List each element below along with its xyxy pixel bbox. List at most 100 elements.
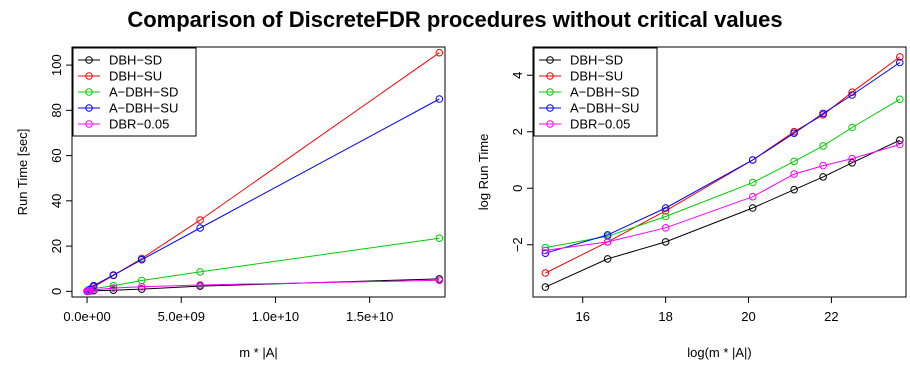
x-tick-label: 16	[575, 309, 589, 324]
data-point	[109, 271, 118, 279]
legend-marker	[85, 88, 93, 96]
y-tick-label: 100	[49, 54, 64, 76]
y-axis-label: Run Time [sec]	[15, 129, 30, 216]
series-1	[83, 275, 444, 296]
legend-label: DBH−SU	[109, 69, 162, 84]
legend-marker	[85, 104, 93, 112]
x-tick-label: 5.0e+09	[158, 309, 205, 324]
legend-label: A−DBH−SD	[109, 85, 178, 100]
data-point	[541, 283, 550, 291]
legend-entry: DBH−SU	[539, 69, 623, 84]
legend-label: DBH−SU	[570, 69, 623, 84]
series-5	[83, 276, 444, 295]
series-line	[545, 56, 901, 274]
data-point	[790, 129, 798, 137]
data-point	[109, 281, 118, 290]
y-tick-label: 60	[49, 148, 64, 162]
chart-panel-1: 0.0e+00 5.0e+09 1.0e+10 1.5e+10 0 20 40 60 80 100…	[15, 46, 446, 360]
data-point	[848, 123, 856, 132]
legend-entry: DBH−SD	[539, 53, 623, 68]
data-point	[790, 157, 798, 166]
x-tick-label: 1.0e+10	[252, 309, 299, 324]
data-point	[89, 286, 98, 294]
data-point	[86, 286, 94, 295]
x-axis-label: m * |A|	[239, 345, 278, 360]
data-point	[819, 161, 827, 170]
y-tick-label: 2	[510, 128, 525, 135]
data-point	[848, 154, 856, 163]
data-point	[196, 281, 204, 289]
data-point	[848, 91, 856, 99]
data-point	[790, 170, 798, 178]
legend-label: A−DBH−SU	[570, 101, 639, 116]
series-line	[545, 62, 901, 254]
data-point	[896, 140, 904, 149]
legend-marker	[546, 72, 554, 80]
data-point	[109, 284, 118, 292]
data-point	[435, 95, 444, 103]
data-point	[196, 216, 204, 224]
x-axis-label: log(m * |A|)	[687, 345, 752, 360]
data-point	[661, 224, 670, 232]
legend-label: DBR−0.05	[570, 117, 630, 132]
data-point	[748, 178, 757, 187]
data-point	[137, 255, 146, 264]
series-line	[86, 279, 440, 292]
data-point	[748, 204, 757, 212]
legend-marker	[85, 120, 93, 128]
data-point	[896, 58, 904, 67]
legend-label: A−DBH−SD	[570, 85, 639, 100]
legend-label: DBR−0.05	[109, 117, 169, 132]
series-3	[83, 234, 444, 295]
y-tick-label: −2	[510, 237, 525, 252]
chart-panel-2: 16 18 20 22 −2 0 2 4 log(m * |A|) log Run Time DBH…	[476, 46, 907, 360]
legend-entry: DBR−0.05	[78, 117, 169, 132]
legend-marker	[546, 104, 554, 112]
legend-entry: A−DBH−SU	[78, 101, 178, 116]
plot-frame	[532, 46, 907, 298]
data-point	[661, 238, 670, 246]
data-point	[896, 136, 904, 144]
data-point	[896, 53, 904, 61]
series-line	[545, 139, 901, 288]
data-point	[541, 243, 550, 252]
data-point	[748, 156, 757, 164]
series-3	[541, 95, 904, 252]
x-tick-label: 1.5e+10	[346, 309, 393, 324]
y-tick-label: 4	[510, 72, 525, 79]
series-5	[541, 140, 904, 255]
legend-label: DBH−SD	[570, 53, 623, 68]
series-line	[545, 144, 900, 251]
data-point	[896, 95, 904, 104]
legend-entry: DBR−0.05	[539, 117, 630, 132]
data-point	[748, 192, 757, 201]
y-tick-label: 40	[49, 194, 64, 208]
legend-marker	[546, 56, 554, 64]
x-tick-label: 22	[824, 309, 838, 324]
data-point	[89, 281, 98, 290]
data-point	[137, 283, 146, 291]
data-point	[196, 224, 204, 232]
legend-entry: A−DBH−SD	[539, 85, 639, 100]
legend-entry: A−DBH−SD	[78, 85, 178, 100]
legend-entry: A−DBH−SU	[539, 101, 639, 116]
data-point	[848, 159, 856, 167]
y-tick-label: 80	[49, 103, 64, 117]
x-tick-label: 20	[741, 309, 755, 324]
y-tick-label: 20	[49, 239, 64, 253]
figure-title: Comparison of DiscreteFDR procedures wit…	[127, 7, 782, 32]
data-point	[790, 185, 798, 194]
legend-marker	[85, 72, 93, 80]
legend-marker	[85, 56, 93, 64]
data-point	[661, 204, 670, 212]
series-1	[541, 136, 904, 291]
legend-label: DBH−SD	[109, 53, 162, 68]
data-point	[196, 268, 204, 276]
legend-label: A−DBH−SU	[109, 101, 178, 116]
data-point	[661, 212, 670, 221]
data-point	[137, 285, 146, 293]
legend-marker	[546, 88, 554, 96]
